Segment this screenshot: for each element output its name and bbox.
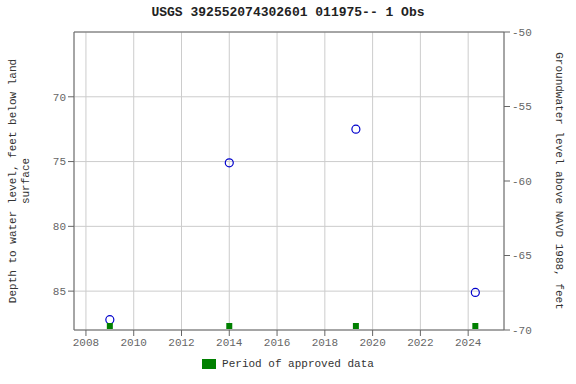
svg-text:2016: 2016 (264, 337, 290, 349)
svg-text:2014: 2014 (216, 337, 243, 349)
svg-text:2008: 2008 (73, 337, 99, 349)
svg-text:-55: -55 (512, 101, 532, 113)
svg-text:-50: -50 (512, 27, 532, 39)
svg-text:85: 85 (53, 286, 66, 298)
svg-text:-70: -70 (512, 325, 532, 337)
svg-text:2024: 2024 (455, 337, 482, 349)
svg-text:2012: 2012 (168, 337, 194, 349)
svg-text:-60: -60 (512, 176, 532, 188)
svg-text:2022: 2022 (407, 337, 433, 349)
svg-text:Groundwater level above NAVD 1: Groundwater level above NAVD 1988, feet (553, 52, 565, 309)
svg-text:80: 80 (53, 221, 66, 233)
svg-text:-65: -65 (512, 250, 532, 262)
svg-text:2020: 2020 (359, 337, 385, 349)
svg-text:2010: 2010 (121, 337, 147, 349)
svg-text:75: 75 (53, 156, 66, 168)
svg-text:2018: 2018 (312, 337, 338, 349)
html-text:USGS 392552074302601 011975--: USGS 392552074302601 011975-- 1 Obs (151, 5, 425, 20)
svg-text:70: 70 (53, 92, 66, 104)
html-text:Period of approved data: Period of approved data (222, 358, 374, 370)
svg-text:Depth to water level, feet bel: Depth to water level, feet below landsur… (8, 59, 32, 303)
